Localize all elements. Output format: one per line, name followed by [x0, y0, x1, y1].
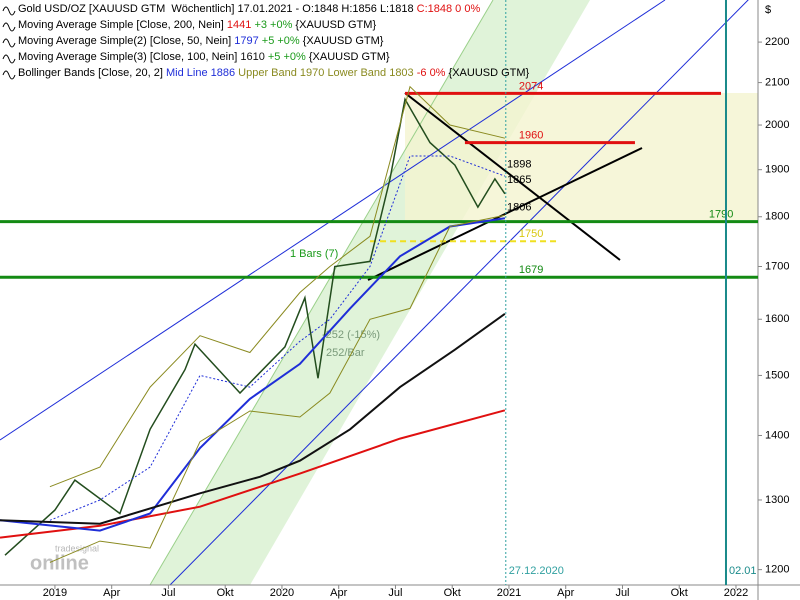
x-tick-label: Okt	[217, 587, 234, 599]
level-label: 1960	[519, 130, 543, 142]
legend-part: 17.01.2021 - O:1848 H:1856 L:1818	[234, 3, 416, 15]
legend-name: Moving Average Simple [Close, 200, Nein]	[18, 19, 224, 31]
annotation: 1 Bars (7)	[290, 248, 338, 260]
level-label: 1679	[519, 264, 543, 276]
watermark: online	[30, 552, 89, 574]
legend-part: {XAUUSD GTM}	[300, 35, 384, 47]
x-tick-label: 2021	[497, 587, 521, 599]
y-tick-label: 2100	[765, 76, 789, 88]
moving-average	[0, 409, 506, 539]
legend-icon	[2, 70, 16, 80]
price-label: 1865	[507, 174, 531, 186]
x-tick-label: Okt	[444, 587, 461, 599]
y-tick-label: 1700	[765, 260, 789, 272]
legend-entry: Moving Average Simple(2) [Close, 50, Nei…	[18, 35, 384, 47]
legend-icon	[2, 6, 16, 16]
legend-part: 1797	[231, 35, 259, 47]
level-label: 2074	[519, 80, 543, 92]
moving-average	[0, 217, 506, 532]
price-line	[4, 97, 506, 556]
bollinger-mid	[49, 155, 506, 521]
y-tick-label: 2200	[765, 36, 789, 48]
y-tick-label: 1900	[765, 164, 789, 176]
legend-icon	[2, 38, 16, 48]
legend-name: Moving Average Simple(3) [Close, 100, Ne…	[18, 51, 237, 63]
legend-entry: Bollinger Bands [Close, 20, 2] Mid Line …	[18, 67, 530, 79]
x-tick-label: 2019	[43, 587, 67, 599]
legend-name: Moving Average Simple(2) [Close, 50, Nei…	[18, 35, 231, 47]
channel-line	[169, 0, 749, 586]
legend-part: Upper Band 1970 Lower Band 1803	[235, 67, 414, 79]
y-tick-label: 2000	[765, 119, 789, 131]
legend-entry: Gold USD/OZ [XAUUSD GTM Wöchentlich] 17.…	[18, 3, 480, 15]
y-tick-label: 1300	[765, 494, 789, 506]
level-label: 1750	[519, 228, 543, 240]
x-tick-label: Jul	[161, 587, 175, 599]
x-tick-label: Okt	[671, 587, 688, 599]
legend-part: {XAUUSD GTM}	[445, 67, 529, 79]
x-tick-label: Jul	[615, 587, 629, 599]
x-tick-label: Apr	[330, 587, 347, 599]
legend-part: 1610	[237, 51, 265, 63]
legend-icon	[2, 54, 16, 64]
x-tick-label: 2020	[270, 587, 294, 599]
y-axis-label: $	[765, 4, 771, 16]
y-tick-label: 1800	[765, 211, 789, 223]
legend-name: Gold USD/OZ [XAUUSD GTM Wöchentlich]	[18, 3, 234, 15]
zone-fill	[405, 93, 758, 220]
annotation: 252/Bar	[326, 347, 365, 359]
x-tick-label: 2022	[724, 587, 748, 599]
y-tick-label: 1500	[765, 369, 789, 381]
legend-icon	[2, 22, 16, 32]
x-tick-label: Apr	[557, 587, 574, 599]
vertical-label: 27.12.2020	[509, 565, 564, 577]
legend-part: +5 +0%	[265, 51, 306, 63]
y-tick-label: 1400	[765, 429, 789, 441]
bollinger-upper	[49, 85, 506, 488]
y-tick-label: 1600	[765, 313, 789, 325]
legend-part: 1441	[224, 19, 252, 31]
bollinger-lower	[49, 214, 505, 563]
vertical-label: 02.01	[729, 565, 757, 577]
x-tick-label: Apr	[103, 587, 120, 599]
legend-part: Mid Line 1886	[163, 67, 235, 79]
legend-entry: Moving Average Simple [Close, 200, Nein]…	[18, 19, 376, 31]
legend-name: Bollinger Bands [Close, 20, 2]	[18, 67, 163, 79]
x-tick-label: Jul	[388, 587, 402, 599]
price-label: 1806	[507, 202, 531, 214]
level-label: 1790	[709, 208, 733, 220]
channel-edge	[149, 0, 494, 586]
price-label: 1898	[507, 159, 531, 171]
legend-part: {XAUUSD GTM}	[292, 19, 376, 31]
legend-part: +3 +0%	[251, 19, 292, 31]
trend-line	[404, 92, 621, 261]
watermark: tradesignal	[55, 543, 99, 553]
legend-part: +5 +0%	[259, 35, 300, 47]
channel-line	[0, 0, 666, 441]
y-tick-label: 1200	[765, 564, 789, 576]
trend-line	[367, 147, 643, 281]
legend-part: {XAUUSD GTM}	[306, 51, 390, 63]
legend-part: C:1848 0 0%	[417, 3, 481, 15]
annotation: -252 (-15%)	[322, 329, 380, 341]
legend-part: -6 0%	[414, 67, 446, 79]
moving-average	[0, 312, 506, 525]
legend-entry: Moving Average Simple(3) [Close, 100, Ne…	[18, 51, 390, 63]
